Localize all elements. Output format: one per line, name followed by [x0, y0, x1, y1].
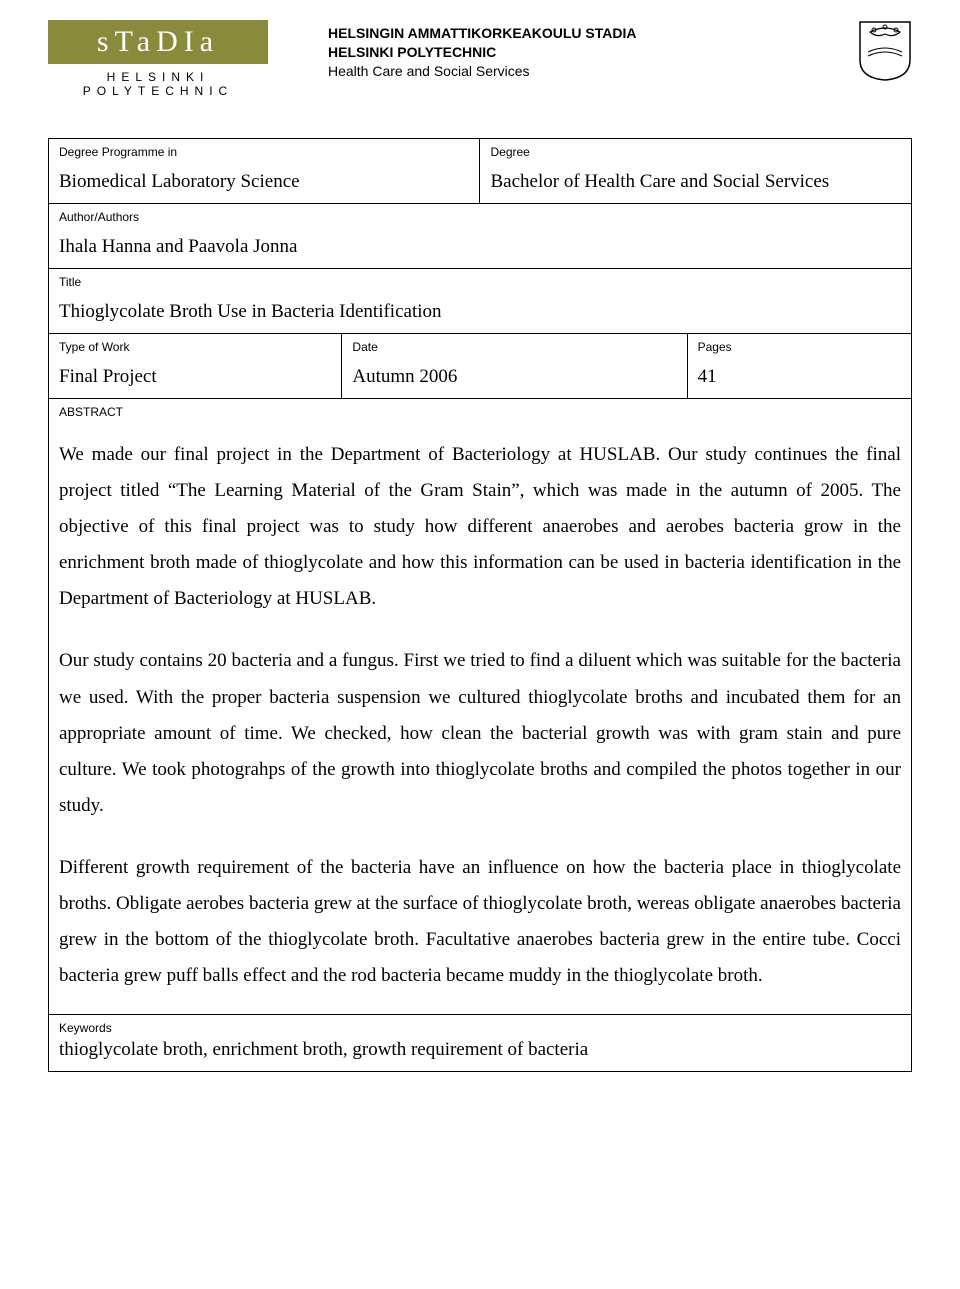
keywords-label: Keywords — [59, 1021, 901, 1035]
table-row: Degree Programme in Biomedical Laborator… — [49, 139, 912, 204]
date-label: Date — [352, 340, 676, 354]
degree-programme-cell: Degree Programme in Biomedical Laborator… — [49, 139, 480, 204]
type-label: Type of Work — [59, 340, 331, 354]
logo-text: sTaDIa — [97, 25, 219, 59]
abstract-label: ABSTRACT — [59, 405, 901, 419]
header: sTaDIa HELSINKI POLYTECHNIC HELSINGIN AM… — [48, 20, 912, 98]
abstract-paragraph-3: Different growth requirement of the bact… — [59, 850, 901, 994]
degree-label: Degree — [490, 145, 901, 159]
keywords-cell: Keywords thioglycolate broth, enrichment… — [49, 1015, 912, 1072]
authors-label: Author/Authors — [59, 210, 901, 224]
institution-line-1: HELSINGIN AMMATTIKORKEAKOULU STADIA — [328, 24, 838, 43]
crest-icon — [858, 20, 912, 87]
institution-line-3: Health Care and Social Services — [328, 62, 838, 81]
type-cell: Type of Work Final Project — [49, 334, 342, 399]
degree-cell: Degree Bachelor of Health Care and Socia… — [480, 139, 912, 204]
institution-line-2: HELSINKI POLYTECHNIC — [328, 43, 838, 62]
abstract-paragraph-1: We made our final project in the Departm… — [59, 437, 901, 617]
authors-value: Ihala Hanna and Paavola Jonna — [59, 236, 901, 258]
metadata-table: Degree Programme in Biomedical Laborator… — [48, 138, 912, 1072]
authors-cell: Author/Authors Ihala Hanna and Paavola J… — [49, 204, 912, 269]
keywords-value: thioglycolate broth, enrichment broth, g… — [59, 1039, 901, 1061]
table-row: Author/Authors Ihala Hanna and Paavola J… — [49, 204, 912, 269]
pages-value: 41 — [698, 366, 901, 388]
title-value: Thioglycolate Broth Use in Bacteria Iden… — [59, 301, 901, 323]
logo-box: sTaDIa — [48, 20, 268, 64]
degree-programme-label: Degree Programme in — [59, 145, 469, 159]
abstract-paragraph-2: Our study contains 20 bacteria and a fun… — [59, 643, 901, 823]
abstract-cell: ABSTRACT We made our final project in th… — [49, 399, 912, 1015]
table-row: Keywords thioglycolate broth, enrichment… — [49, 1015, 912, 1072]
table-row: ABSTRACT We made our final project in th… — [49, 399, 912, 1015]
degree-value: Bachelor of Health Care and Social Servi… — [490, 171, 901, 193]
title-label: Title — [59, 275, 901, 289]
pages-label: Pages — [698, 340, 901, 354]
pages-cell: Pages 41 — [687, 334, 911, 399]
table-row: Title Thioglycolate Broth Use in Bacteri… — [49, 269, 912, 334]
page: sTaDIa HELSINKI POLYTECHNIC HELSINGIN AM… — [0, 0, 960, 1112]
logo-subtext: HELSINKI POLYTECHNIC — [48, 70, 268, 98]
date-cell: Date Autumn 2006 — [342, 334, 687, 399]
degree-programme-value: Biomedical Laboratory Science — [59, 171, 469, 193]
type-value: Final Project — [59, 366, 331, 388]
title-cell: Title Thioglycolate Broth Use in Bacteri… — [49, 269, 912, 334]
table-row: Type of Work Final Project Date Autumn 2… — [49, 334, 912, 399]
logo-block: sTaDIa HELSINKI POLYTECHNIC — [48, 20, 268, 98]
institution-block: HELSINGIN AMMATTIKORKEAKOULU STADIA HELS… — [328, 20, 838, 81]
date-value: Autumn 2006 — [352, 366, 676, 388]
abstract-body: We made our final project in the Departm… — [59, 437, 901, 994]
